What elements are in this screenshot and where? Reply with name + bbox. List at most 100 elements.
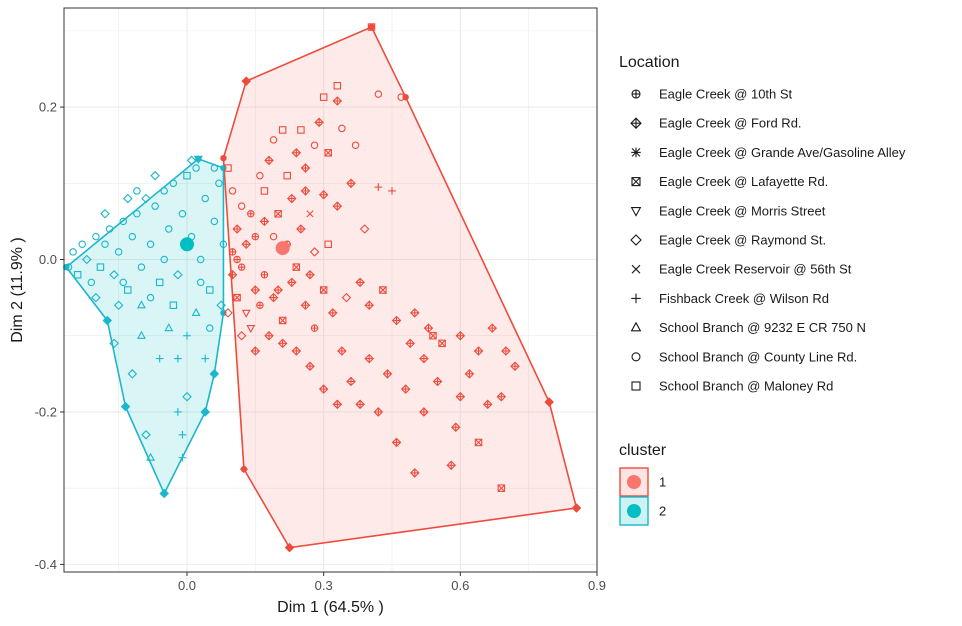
cluster-1-point [247, 210, 255, 218]
location-legend-item: Eagle Creek Reservoir @ 56th St [631, 262, 852, 277]
data-points [64, 23, 582, 553]
cluster-1-point [268, 292, 279, 303]
cluster-1-point [487, 323, 498, 333]
cluster-2-point [210, 164, 219, 172]
cluster-1-point [497, 484, 506, 492]
cluster-1-point [286, 193, 297, 204]
location-legend-key [631, 381, 641, 391]
location-legend-label: School Branch @ 9232 E CR 750 N [659, 320, 866, 335]
cluster-1-point [400, 384, 411, 394]
cluster-2-point [122, 193, 133, 204]
cluster-2-point [109, 338, 119, 349]
cluster-1-point [324, 240, 332, 249]
cluster-1-point [355, 277, 365, 288]
cluster-1-point [260, 271, 269, 279]
x-tick-label: 0.3 [315, 578, 333, 593]
cluster-1-point [473, 346, 484, 356]
cluster-2-point [78, 240, 86, 249]
location-legend-key [631, 264, 641, 274]
cluster-1-point [305, 361, 315, 371]
cluster-1-point [333, 81, 342, 90]
cluster-2-point [165, 225, 173, 233]
cluster-2-point [173, 269, 183, 280]
location-legend-key [630, 207, 642, 217]
cluster-2-point [182, 391, 192, 402]
cluster-2-point [196, 255, 205, 264]
cluster-1-point [310, 324, 319, 332]
cluster-legend-title: cluster [619, 442, 667, 459]
location-legend-key [631, 352, 641, 362]
cluster-1-point [397, 93, 405, 101]
cluster-2-point [133, 187, 141, 195]
cluster-2-hull-vertex [220, 164, 227, 172]
cluster-1-point [571, 503, 582, 513]
cluster-2-point [193, 155, 203, 164]
cluster-2-point [141, 430, 151, 440]
cluster-1-point [241, 309, 251, 318]
cluster-1-point [455, 330, 466, 341]
location-legend-item: School Branch @ 9232 E CR 750 N [630, 320, 866, 335]
location-legend-item: School Branch @ Maloney Rd [631, 379, 833, 394]
cluster-1-point [278, 126, 287, 134]
cluster-2-point [100, 209, 110, 219]
cluster-1-point [373, 407, 384, 417]
cluster-1-point [232, 224, 242, 234]
location-legend-label: Eagle Creek @ Grande Ave/Gasoline Alley [659, 145, 906, 160]
y-axis-ticks: 0.2 0.0 -0.2 -0.4 [35, 100, 64, 572]
cluster-2-point [119, 278, 127, 287]
cluster-1-point [264, 155, 274, 166]
x-axis-ticks: 0.0 0.3 0.6 0.9 [178, 572, 606, 593]
cluster-2-point [160, 187, 168, 195]
cluster-1-point [388, 187, 396, 195]
cluster-1-point [405, 338, 416, 349]
cluster-2-point [174, 354, 182, 363]
cluster-1-point [233, 293, 241, 302]
cluster-2-point [219, 240, 228, 249]
cluster-1-point [341, 292, 352, 303]
cluster-1-point [510, 361, 520, 371]
cluster-2-hull-vertex [161, 490, 168, 497]
cluster-2-point [183, 171, 191, 180]
cluster-2-point [150, 170, 160, 181]
location-legend-item: School Branch @ County Line Rd. [631, 349, 857, 364]
cluster-1-point [314, 117, 324, 128]
cluster-2-point [151, 202, 159, 210]
location-legend-key [630, 117, 642, 129]
cluster-1-point [306, 210, 314, 218]
cluster-2-point [192, 164, 200, 172]
cluster-1-point [544, 397, 554, 407]
plot-panel [63, 7, 598, 573]
cluster-2-point [73, 271, 82, 279]
cluster-1-point [482, 399, 493, 410]
cluster-1-point [309, 247, 320, 257]
location-legend-label: Eagle Creek Reservoir @ 56th St [659, 262, 852, 277]
cluster-1-point [379, 286, 387, 294]
cluster-1-point [241, 76, 252, 86]
cluster-1-point [236, 330, 247, 341]
y-tick-label: 0.0 [39, 252, 57, 267]
cluster-2-point [178, 430, 187, 439]
cluster-1-point [237, 202, 246, 210]
cluster-2-point [186, 155, 197, 166]
cluster-2-point [141, 193, 151, 204]
cluster-1-point [391, 315, 402, 326]
location-legend-item: Eagle Creek @ 10th St [631, 87, 793, 102]
cluster-1-point [259, 216, 270, 227]
cluster-2-point [206, 324, 214, 332]
cluster-1-point [419, 407, 429, 417]
cluster-1-point [223, 308, 233, 318]
location-legend-key [631, 89, 641, 99]
cluster-1-point [351, 141, 360, 149]
cluster-2-point [114, 248, 123, 256]
cluster-1-point [450, 422, 461, 432]
cluster-1-point [246, 324, 256, 334]
x-tick-label: 0.0 [178, 578, 196, 593]
cluster-2-point [69, 248, 77, 256]
cluster-legend-dot [627, 475, 641, 489]
cluster-1-point [382, 369, 393, 379]
location-legend-item: Eagle Creek @ Raymond St. [630, 233, 826, 248]
cluster-legend-items: 12 [619, 467, 666, 526]
location-legend-key [631, 177, 641, 187]
x-axis-title: Dim 1 (64.5% ) [277, 599, 384, 616]
